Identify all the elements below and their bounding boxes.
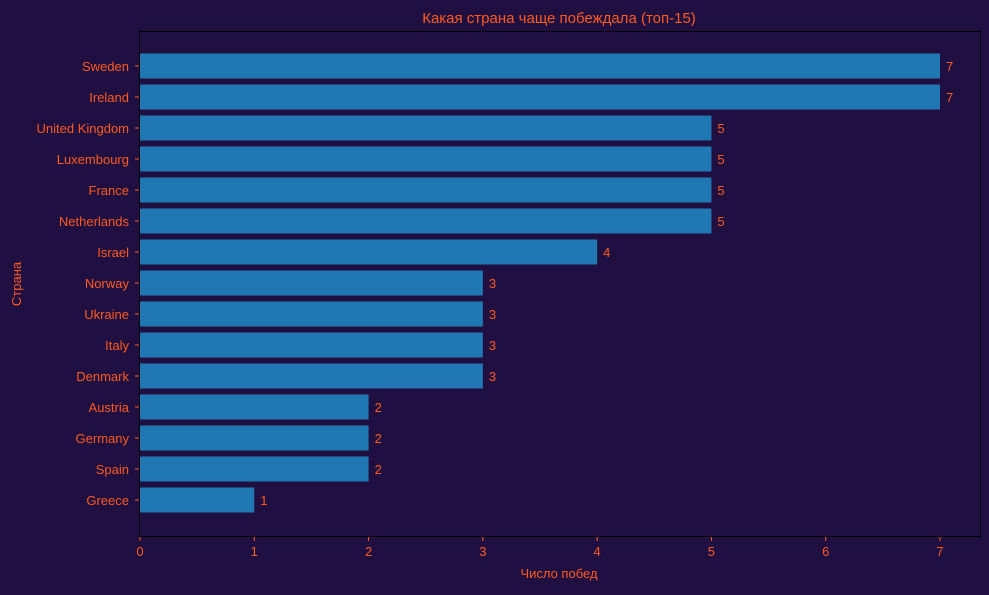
data-label: 5 <box>717 183 724 198</box>
x-tick-label: 2 <box>365 544 372 559</box>
y-tick-label: Norway <box>85 276 130 291</box>
bar <box>140 208 712 234</box>
bar <box>140 115 712 141</box>
x-axis-label: Число побед <box>520 566 598 581</box>
data-label: 2 <box>375 431 382 446</box>
data-label: 5 <box>717 214 724 229</box>
bar <box>140 53 940 79</box>
bar <box>140 487 255 513</box>
data-label: 7 <box>946 59 953 74</box>
data-label: 2 <box>375 400 382 415</box>
y-tick-label: Germany <box>76 431 130 446</box>
x-tick-label: 4 <box>594 544 601 559</box>
bar <box>140 394 369 420</box>
chart-title: Какая страна чаще побеждала (топ-15) <box>422 10 696 27</box>
data-label: 2 <box>375 462 382 477</box>
y-tick-label: Denmark <box>76 369 129 384</box>
x-tick-label: 7 <box>936 544 943 559</box>
data-label: 7 <box>946 90 953 105</box>
y-tick-label: France <box>89 183 129 198</box>
y-tick-label: Austria <box>89 400 130 415</box>
data-label: 5 <box>717 121 724 136</box>
bar <box>140 301 483 327</box>
y-tick-label: Luxembourg <box>57 152 129 167</box>
data-label: 4 <box>603 245 610 260</box>
y-tick-label: Israel <box>97 245 129 260</box>
y-axis-label: Страна <box>9 261 24 306</box>
x-tick-label: 6 <box>822 544 829 559</box>
y-tick-label: Ukraine <box>84 307 129 322</box>
x-tick-label: 3 <box>479 544 486 559</box>
plot-frame <box>139 31 981 537</box>
bar <box>140 84 940 110</box>
bar <box>140 456 369 482</box>
data-label: 1 <box>260 493 267 508</box>
data-label: 5 <box>717 152 724 167</box>
data-label: 3 <box>489 276 496 291</box>
y-tick-label: Greece <box>86 493 129 508</box>
bar <box>140 363 483 389</box>
bar <box>140 239 598 265</box>
bar <box>140 270 483 296</box>
x-tick-label: 0 <box>136 544 143 559</box>
y-tick-label: Italy <box>105 338 129 353</box>
y-tick-label: Sweden <box>82 59 129 74</box>
data-label: 3 <box>489 307 496 322</box>
bar <box>140 146 712 172</box>
x-tick-label: 5 <box>708 544 715 559</box>
data-label: 3 <box>489 338 496 353</box>
y-tick-label: Spain <box>96 462 129 477</box>
y-tick-label: United Kingdom <box>37 121 130 136</box>
y-tick-label: Netherlands <box>59 214 130 229</box>
bar <box>140 177 712 203</box>
bar <box>140 332 483 358</box>
x-tick-label: 1 <box>251 544 258 559</box>
data-label: 3 <box>489 369 496 384</box>
bar <box>140 425 369 451</box>
y-tick-label: Ireland <box>89 90 129 105</box>
